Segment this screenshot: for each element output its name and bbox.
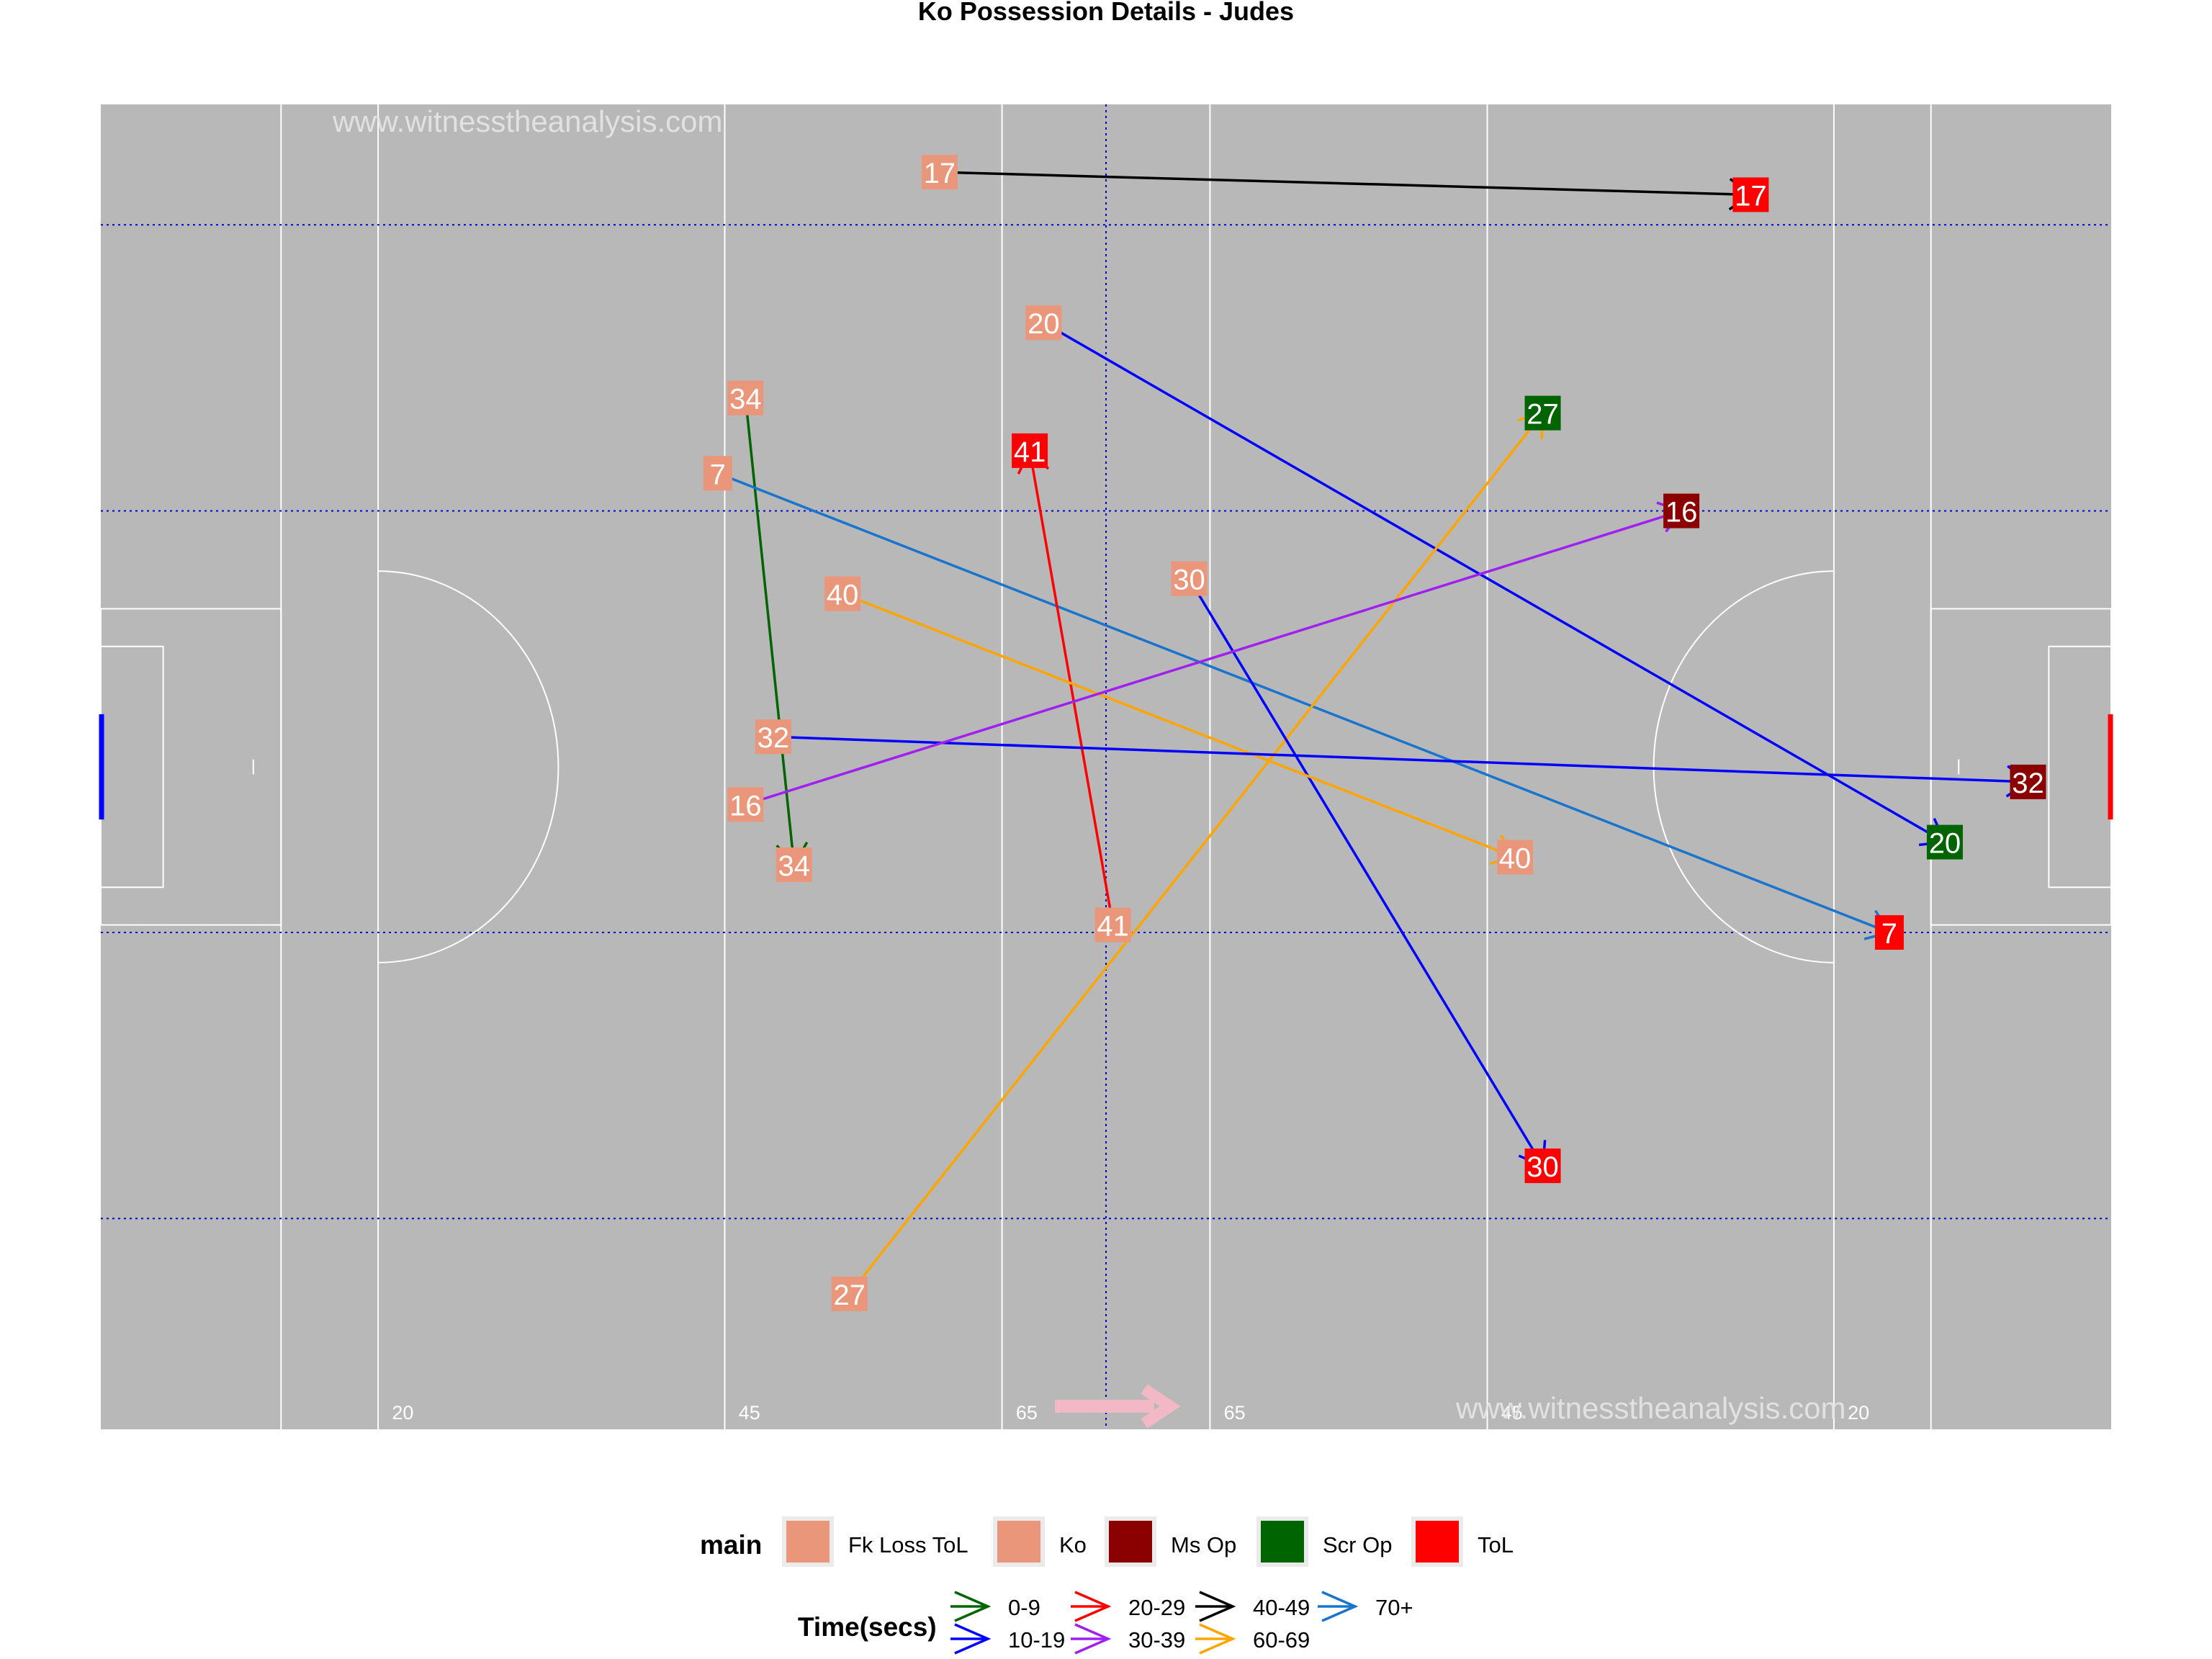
possession-start-label-box [1171, 561, 1208, 596]
possession-end-label-text: 34 [778, 850, 811, 882]
possession-end-label-text: 17 [1735, 180, 1767, 212]
legend-main-label: Fk Loss ToL [848, 1532, 968, 1557]
legend-time-label: 30-39 [1128, 1627, 1185, 1653]
legend-main-key [786, 1521, 830, 1563]
possession-end-label-box [2010, 764, 2046, 799]
possession-end-label-text: 7 [1881, 918, 1897, 950]
legend-main-key [1261, 1521, 1304, 1563]
legend-main-label: Scr Op [1323, 1532, 1392, 1557]
possession-start-label-text: 17 [924, 158, 956, 189]
possession-end-label-box [775, 847, 812, 882]
possession-start-label-text: 27 [834, 1280, 866, 1311]
possession-end-label-text: 30 [1527, 1151, 1559, 1183]
legend-main-title: main [700, 1530, 762, 1560]
possession-end-label-text: 27 [1527, 399, 1559, 431]
possession-end-label-box [1732, 177, 1769, 212]
possession-start-label-text: 41 [1097, 911, 1129, 943]
right-arc [1653, 570, 1834, 963]
possession-start-label-box [703, 456, 732, 491]
possession-end-label-box [1524, 1148, 1561, 1184]
legend-main-key [1109, 1521, 1152, 1563]
chart-title: Ko Possession Details - Judes [918, 0, 1294, 26]
possession-end-label-box [1497, 840, 1534, 875]
possession-line [745, 509, 1682, 806]
legend-time-label: 70+ [1375, 1595, 1413, 1620]
possession-end-label-box [1874, 915, 1904, 950]
possession-end-label-box [1926, 824, 1963, 860]
possession-line [1028, 450, 1115, 925]
distance-label: 45 [1501, 1402, 1523, 1424]
possession-end-label-text: 40 [1499, 842, 1532, 874]
legend-time-label: 60-69 [1253, 1627, 1310, 1653]
possession-start-label-box [921, 155, 958, 190]
legend: main Fk Loss ToL Ko Ms Op Scr Op ToL Time(secs… [700, 1516, 1514, 1655]
possession-line [1043, 321, 1946, 844]
distance-label: 65 [1224, 1402, 1246, 1424]
legend-time-label: 10-19 [1008, 1627, 1065, 1653]
left-arc [378, 570, 559, 963]
possession-end-label-text: 41 [1014, 436, 1046, 468]
legend-time-label: 20-29 [1128, 1595, 1185, 1620]
legend-time-label: 40-49 [1253, 1595, 1310, 1620]
possession-start-label-box [755, 719, 791, 755]
direction-arrow-head [1141, 1384, 1181, 1429]
legend-time-title: Time(secs) [798, 1612, 937, 1642]
possession-end-label-text: 16 [1665, 497, 1698, 529]
legend-main-key [997, 1521, 1040, 1563]
distance-label: 20 [392, 1402, 413, 1424]
possession-start-label-box [831, 1276, 868, 1311]
legend-main-label: Ms Op [1171, 1532, 1236, 1557]
possession-start-label-box [824, 576, 861, 611]
possession-start-label-text: 32 [757, 722, 790, 754]
possession-start-label-box [1025, 305, 1062, 341]
pitch: 20 45 65 65 45 20www.witnesstheanalysis.comww… [99, 104, 2113, 1429]
possession-line [1188, 577, 1545, 1166]
possession-end-label-text: 20 [1929, 828, 1961, 860]
possession-end-label-text: 32 [2012, 768, 2044, 799]
possession-marks: 17 17 20 20 34 34 7 7 41 41 27 27 30 30 40 40 32 32 16 16 [703, 155, 2046, 1311]
possession-line [717, 472, 1890, 934]
distance-label: 65 [1016, 1402, 1038, 1424]
distance-label: 45 [739, 1402, 760, 1424]
legend-main-key [1416, 1521, 1459, 1563]
possession-start-label-text: 34 [729, 384, 762, 415]
possession-start-label-text: 30 [1173, 565, 1205, 596]
possession-end-label-box [1663, 493, 1700, 529]
distance-label: 20 [1848, 1402, 1869, 1424]
possession-start-label-text: 7 [710, 459, 726, 490]
possession-start-label-text: 20 [1028, 308, 1060, 340]
possession-line [939, 171, 1751, 197]
possession-end-label-box [1524, 395, 1561, 431]
legend-main-label: Ko [1059, 1532, 1087, 1557]
possession-start-label-text: 40 [827, 580, 859, 611]
possession-start-label-box [727, 787, 764, 822]
possession-line [744, 397, 796, 866]
possession-start-label-box [1094, 907, 1131, 943]
possession-end-label-box [1012, 433, 1048, 468]
watermark-top: www.witnesstheanalysis.com [332, 104, 723, 138]
possession-line [842, 592, 1516, 859]
legend-time-label: 0-9 [1008, 1595, 1040, 1620]
watermark-bottom: www.witnesstheanalysis.com [1455, 1391, 1846, 1425]
possession-start-label-box [727, 380, 764, 415]
possession-line [848, 412, 1544, 1295]
possession-line [773, 735, 2028, 783]
possession-labels: 17 17 20 20 34 34 7 7 41 41 27 27 30 30 40 40 32 32 16 16 [703, 155, 2046, 1311]
legend-main-label: ToL [1478, 1532, 1514, 1557]
possession-start-label-text: 16 [729, 790, 762, 822]
